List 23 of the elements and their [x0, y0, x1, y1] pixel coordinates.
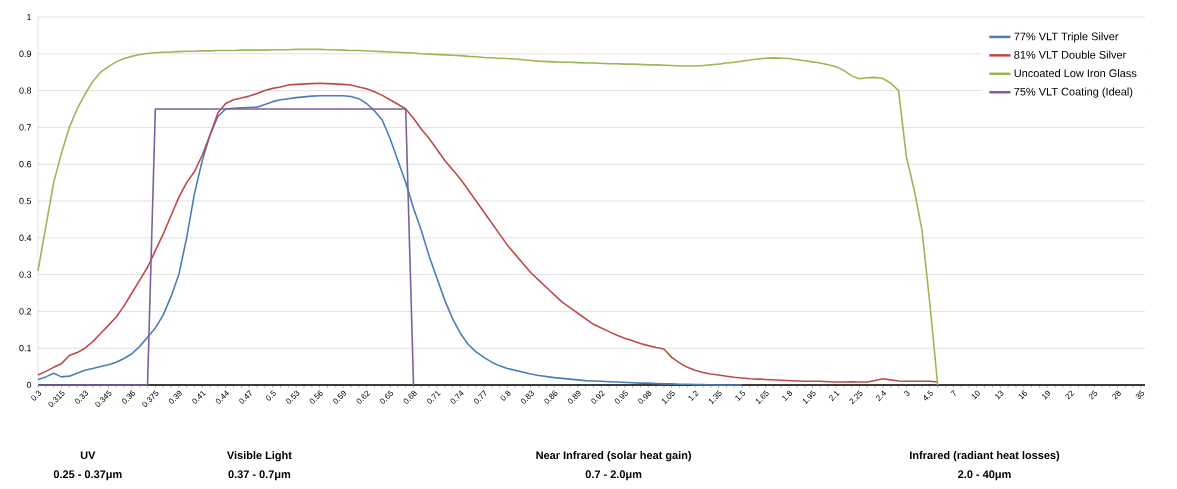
text: Near Infrared (solar heat gain)	[536, 451, 692, 462]
y-tick-label: 0.9	[19, 50, 32, 57]
y-tick-label: 0	[26, 381, 32, 389]
text: Visible Light	[227, 451, 292, 462]
text: 0.7 - 2.0μm	[585, 470, 642, 481]
y-tick-label: 0.8	[19, 87, 32, 94]
y-tick-label: 0.3	[19, 271, 32, 278]
y-tick-label: 0.7	[19, 124, 32, 131]
legend-label: Uncoated Low Iron Glass	[1014, 69, 1137, 78]
y-tick-label: 0.1	[19, 345, 32, 352]
legend-label: 75% VLT Coating (Ideal)	[1014, 87, 1133, 98]
text: 2.0 - 40μm	[958, 470, 1011, 481]
text: 0.37 - 0.7μm	[228, 470, 291, 481]
y-tick-label: 0.5	[19, 197, 32, 205]
legend-label: 81% VLT Double Silver	[1014, 50, 1127, 59]
text: 0.25 - 0.37μm	[53, 470, 122, 481]
y-tick-label: 1	[27, 13, 32, 21]
y-tick-label: 0.4	[19, 234, 32, 241]
legend-label: 77% VLT Triple Silver	[1014, 32, 1119, 43]
y-tick-label: 0.2	[19, 308, 32, 315]
text: Infrared (radiant heat losses)	[910, 451, 1060, 462]
y-tick-label: 0.6	[19, 161, 32, 168]
text: UV	[80, 451, 96, 460]
